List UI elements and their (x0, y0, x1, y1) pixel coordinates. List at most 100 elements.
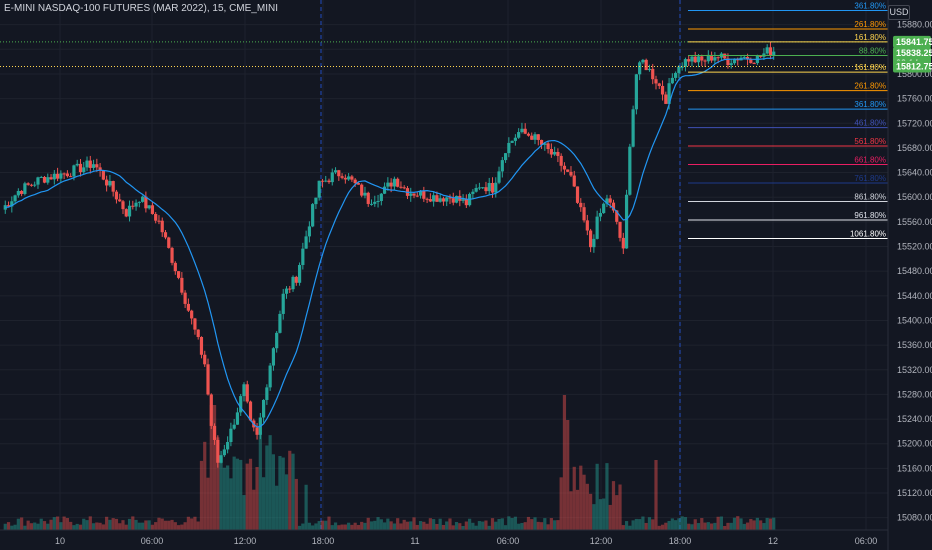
candle-body (392, 178, 396, 187)
candle-body (445, 197, 449, 202)
volume-bar (163, 520, 168, 530)
candle-body (657, 83, 661, 86)
candle-body (134, 202, 138, 207)
candle-body (638, 62, 642, 75)
volume-bar (186, 516, 190, 530)
volume-bar (513, 516, 517, 530)
candle-body (602, 203, 606, 214)
candle-body (709, 54, 714, 61)
volume-bar (356, 524, 361, 530)
candle-body (402, 187, 406, 189)
volume-bar (497, 518, 501, 530)
volume-bar (124, 524, 128, 530)
candle-body (222, 449, 226, 456)
volume-bar (572, 466, 576, 530)
y-axis-tick-label: 15160.00 (897, 463, 932, 473)
x-axis-tick-label: 12:00 (234, 536, 257, 546)
volume-bar (353, 522, 357, 530)
candle-body (448, 197, 452, 199)
volume-bar (736, 516, 740, 530)
volume-bar (468, 518, 472, 530)
candle-body (20, 190, 24, 194)
volume-bar (49, 519, 53, 530)
volume-bar (602, 498, 606, 530)
candle-body (382, 186, 387, 194)
volume-bar (585, 483, 589, 530)
candle-body (180, 277, 184, 293)
volume-bar (454, 522, 459, 530)
volume-bar (291, 453, 295, 530)
candle-body (530, 135, 534, 140)
candle-body (621, 237, 625, 249)
volume-bar (520, 522, 524, 530)
volume-bar (589, 493, 593, 530)
candle-body (389, 182, 393, 187)
y-axis-tick-label: 15080.00 (897, 513, 932, 523)
y-axis-tick-label: 15640.00 (897, 168, 932, 178)
volume-bar (85, 520, 89, 530)
volume-bar (222, 467, 226, 530)
candle-body (317, 180, 321, 198)
volume-bar (203, 441, 207, 530)
candle-body (438, 198, 442, 202)
candle-body (10, 201, 14, 207)
candle-body (723, 53, 727, 59)
price-tag-label: 15841.75 (896, 37, 932, 47)
candle-body (396, 178, 400, 187)
volume-bar (288, 450, 292, 530)
volume-bar (618, 484, 622, 530)
volume-bar (716, 516, 720, 530)
candle-body (454, 195, 459, 203)
volume-bar (680, 516, 684, 530)
volume-bar (458, 523, 462, 530)
volume-bar (412, 517, 416, 530)
volume-bar (320, 520, 325, 530)
candle-body (343, 177, 347, 180)
candle-body (765, 47, 769, 54)
x-axis-tick-label: 18:00 (669, 536, 692, 546)
candle-body (239, 396, 243, 413)
price-tag (893, 60, 931, 73)
fib-level-label: 761.80% (854, 174, 886, 183)
candle-body (664, 94, 668, 104)
volume-bar (170, 519, 174, 530)
volume-bar (428, 518, 432, 530)
volume-bar (311, 525, 315, 530)
volume-bar (654, 460, 658, 530)
candle-body (330, 172, 334, 183)
candle-body (716, 57, 720, 59)
candle-body (598, 213, 603, 217)
volume-bar (425, 523, 429, 530)
candle-body (3, 205, 7, 210)
candle-body (23, 183, 27, 194)
volume-bar (677, 518, 681, 530)
candle-body (235, 412, 240, 425)
candle-body (327, 180, 331, 183)
y-axis-tick-label: 15280.00 (897, 389, 932, 399)
candle-body (608, 198, 612, 203)
volume-bar (533, 517, 537, 530)
candle-body (114, 191, 119, 200)
candle-body (340, 176, 344, 178)
volume-bar (206, 477, 210, 530)
volume-bar (409, 521, 413, 530)
candle-body (72, 165, 76, 177)
y-axis-tick-label: 15800.00 (897, 69, 932, 79)
y-axis-tick-label: 15440.00 (897, 291, 932, 301)
candle-body (520, 128, 524, 133)
candle-body (46, 177, 50, 183)
volume-bar (399, 523, 403, 530)
y-axis-tick-label: 15560.00 (897, 217, 932, 227)
candle-body (618, 221, 622, 238)
candle-body (693, 56, 697, 63)
volume-bar (3, 523, 7, 530)
candle-body (294, 276, 298, 283)
fib-level-label: 561.80% (854, 137, 886, 146)
candle-body (752, 63, 756, 65)
symbol-header[interactable]: E-MINI NASDAQ-100 FUTURES (MAR 2022), 15… (4, 3, 278, 14)
volume-bar (226, 465, 230, 530)
volume-bar (65, 517, 69, 530)
volume-bar (219, 457, 223, 530)
currency-badge[interactable]: USD (888, 5, 910, 20)
